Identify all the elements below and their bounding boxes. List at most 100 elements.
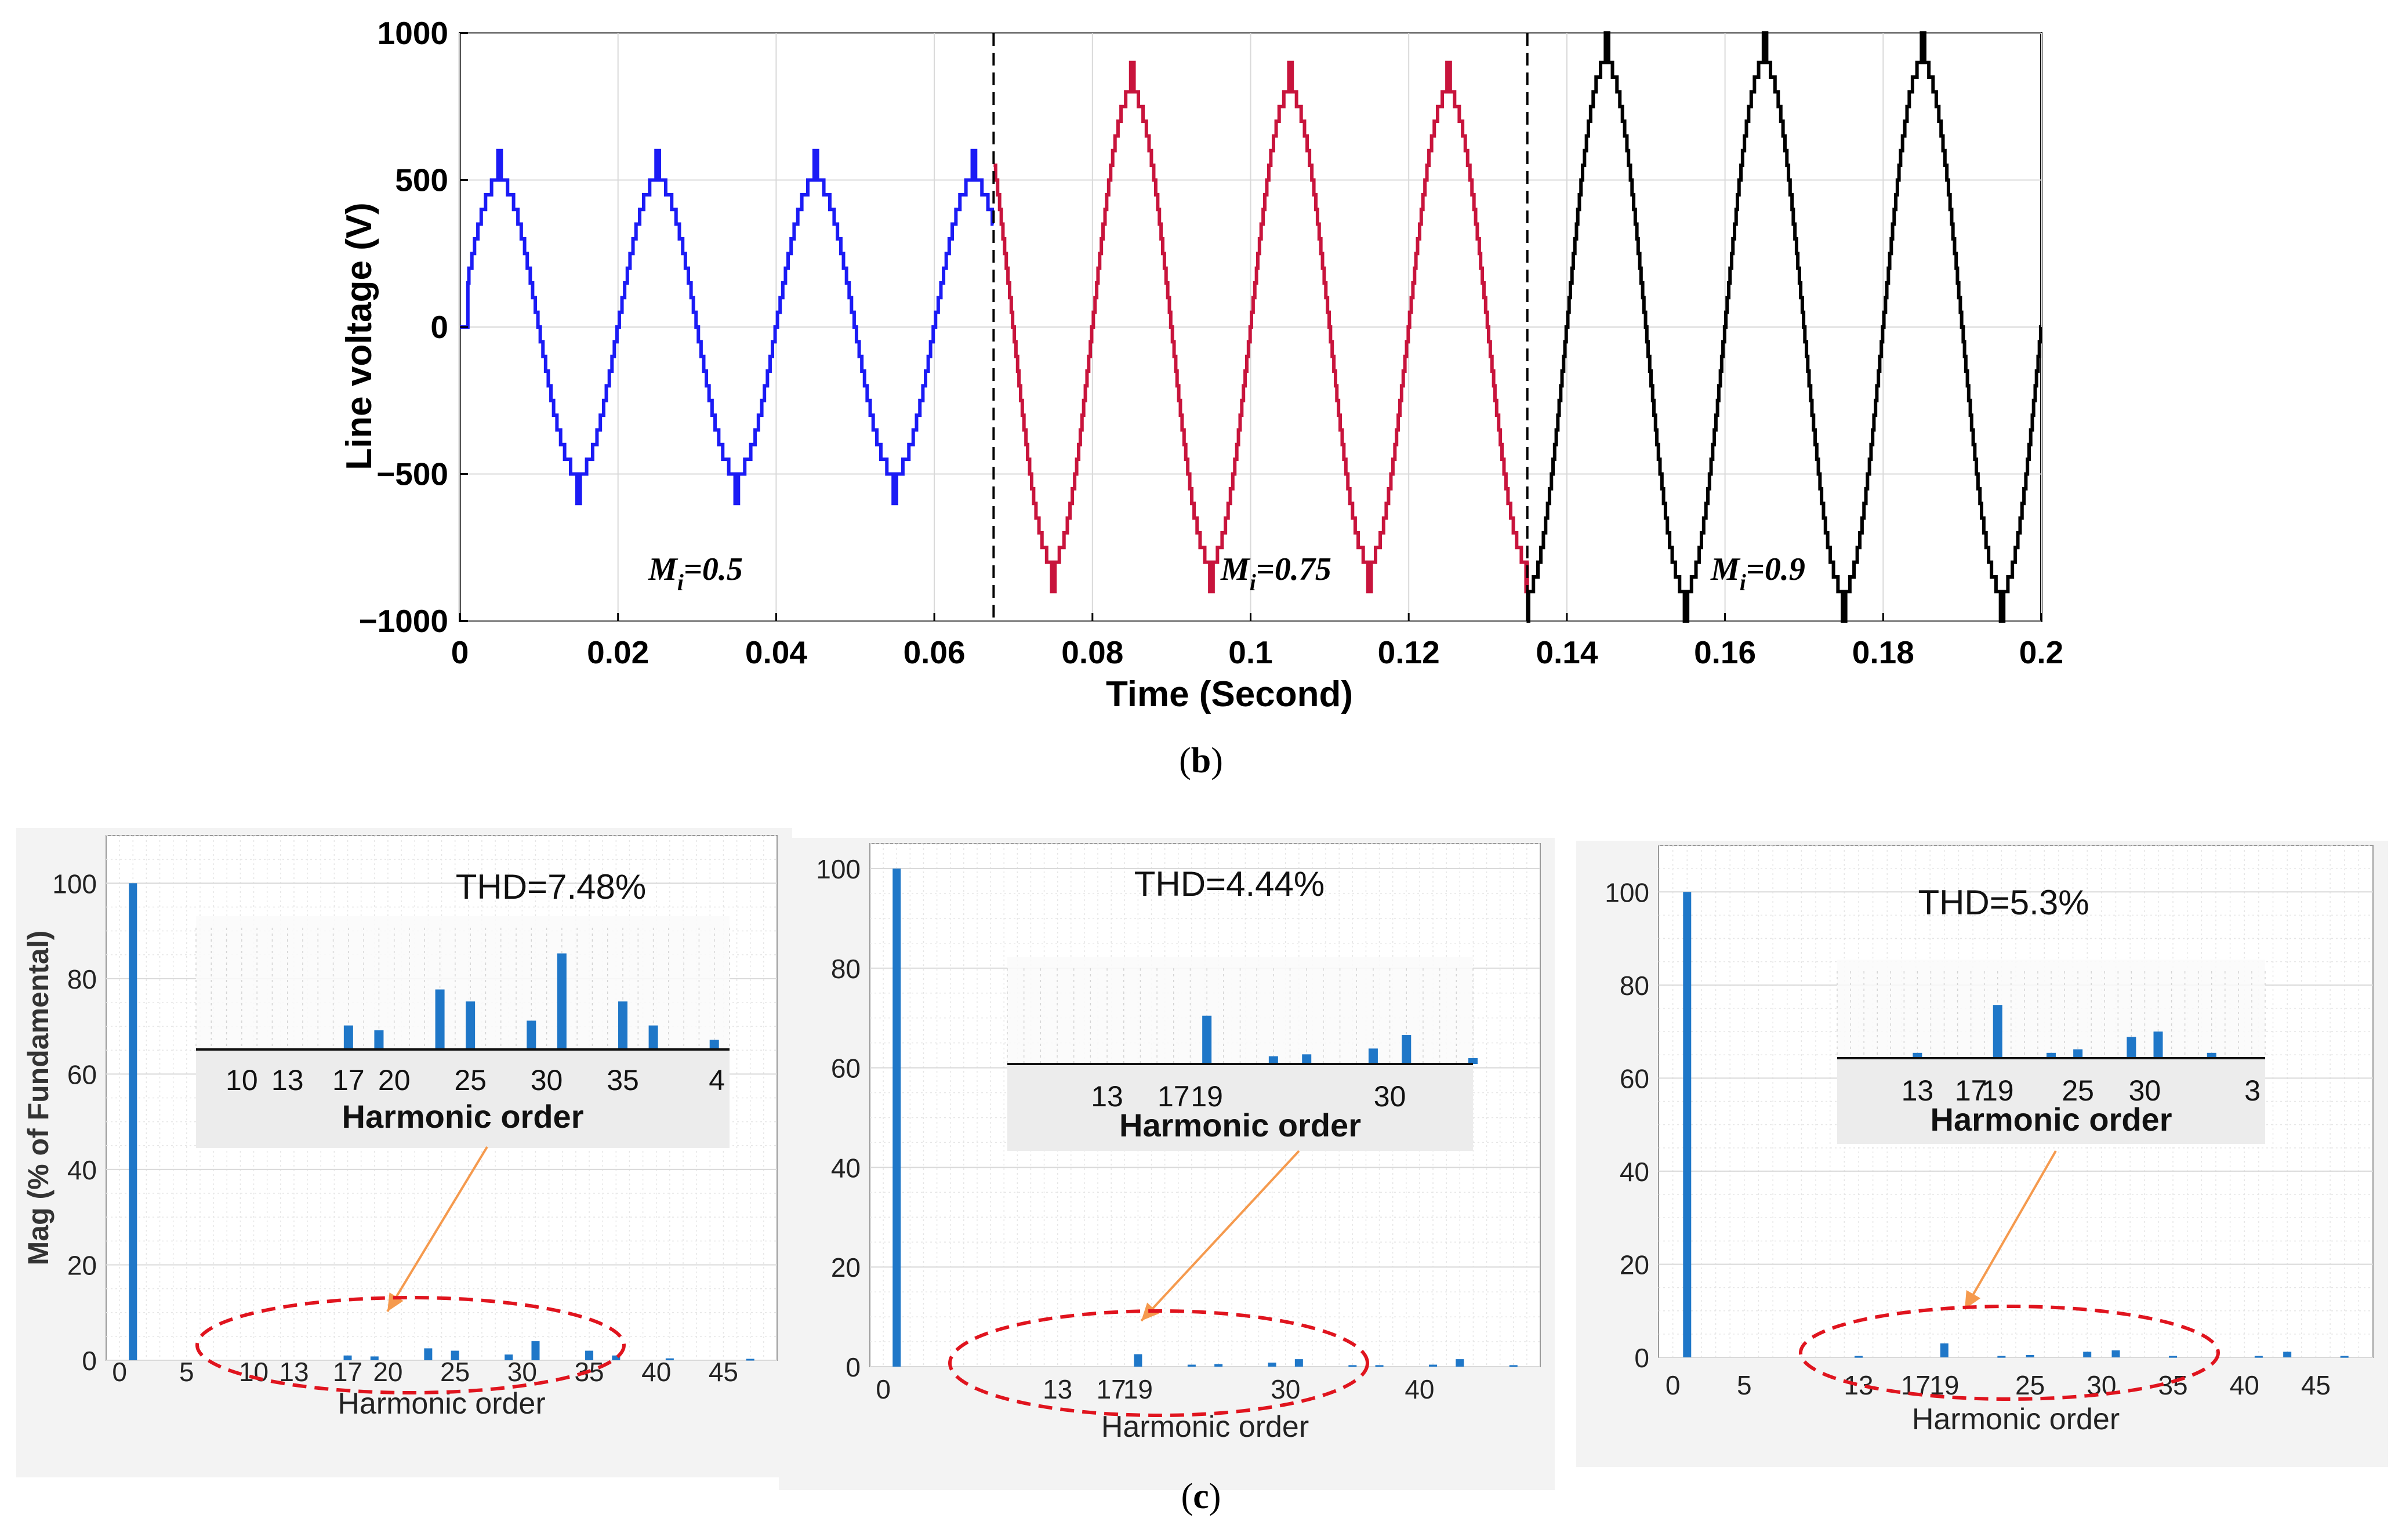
inset-harmonic-bar	[2127, 1037, 2136, 1058]
highlight-ellipse	[948, 1309, 1369, 1417]
inset-tick-label: 13	[1091, 1080, 1123, 1113]
inset-tick-label: 17	[1955, 1074, 1987, 1107]
inset-harmonic-bar	[1402, 1035, 1412, 1064]
x-tick-label: 30	[507, 1357, 537, 1387]
inset-harmonic-bar	[435, 989, 445, 1049]
harmonic-bar	[424, 1348, 433, 1360]
harmonic-bar	[343, 1355, 352, 1360]
arrow-shaft	[1964, 1150, 2057, 1310]
thd-label: THD=5.3%	[1918, 883, 2089, 922]
inset-plot-area	[1837, 960, 2265, 1058]
arrow-head	[387, 1292, 404, 1312]
harmonic-bar	[451, 1350, 459, 1360]
x-tick-label: 0.14	[1536, 634, 1598, 670]
x-tick-label: 25	[440, 1357, 470, 1387]
inset-tick-label: 30	[2129, 1074, 2161, 1107]
harmonic-bar	[129, 883, 137, 1360]
y-axis-label: Line voltage (V)	[339, 202, 379, 470]
annotation-value: =0.9	[1746, 551, 1805, 587]
x-tick-label: 0	[451, 634, 469, 670]
x-tick-label: 0	[876, 1374, 891, 1404]
y-tick-label: 500	[395, 162, 448, 198]
y-tick-label: −1000	[359, 603, 448, 639]
line-voltage-plot: 0 0.02 0.04 0.06 0.08 0.1 0.12 0.14 0.16 0.18 0.2 −…	[339, 15, 2063, 714]
y-tick-label: 60	[831, 1054, 861, 1084]
x-tick-label: 40	[641, 1357, 671, 1387]
x-tick-label: 0	[112, 1357, 127, 1387]
voltage-traces	[460, 31, 2042, 623]
inset-harmonic-bar	[343, 1025, 353, 1049]
inset-tick-label: 19	[1191, 1080, 1223, 1113]
inset-harmonic-bar	[527, 1020, 536, 1049]
harmonic-bar	[1348, 1365, 1357, 1367]
zoom-arrow	[386, 1146, 488, 1313]
inset-tick-label: 35	[607, 1064, 639, 1096]
harmonic-bar	[1997, 1356, 2006, 1358]
inset-tick-label: 25	[2062, 1074, 2094, 1107]
inset-harmonic-bar	[709, 1040, 719, 1049]
inset-x-axis-label: Harmonic order	[1119, 1107, 1361, 1143]
modulation-index-label: Mi=0.75	[1220, 551, 1331, 595]
y-tick-label: 80	[831, 954, 861, 984]
zoom-arrow	[1964, 1150, 2057, 1310]
arrow-shaft	[386, 1146, 488, 1313]
y-axis-label: Mag (% of Fundamental)	[22, 931, 55, 1266]
y-tick-label: 80	[67, 964, 97, 994]
y-tick-label: 0	[430, 309, 448, 345]
y-tick-label: 0	[1634, 1343, 1649, 1373]
inset-tick-label: 20	[378, 1064, 411, 1096]
y-tick-label: 20	[1620, 1250, 1649, 1280]
y-tick-label: 40	[67, 1155, 97, 1185]
arrow-head	[1965, 1290, 1981, 1309]
harmonic-bar	[1854, 1356, 1863, 1358]
modulation-index-label: Mi=0.5	[648, 551, 743, 595]
spectrum-panel-1: 0 20 40 60 80 100 0 5 10 13 17 20 25 30 35 40 45 Harmonic…	[16, 828, 792, 1477]
annotation-subscript: i	[1250, 569, 1256, 595]
x-tick-label: 40	[2230, 1370, 2259, 1400]
inset-harmonic-bar	[1202, 1015, 1212, 1064]
y-tick-label: 100	[52, 869, 97, 899]
x-tick-label: 13	[1844, 1370, 1873, 1400]
inset-harmonic-bar	[1368, 1048, 1378, 1064]
y-tick-label: 0	[82, 1346, 97, 1376]
modulation-annotations: Mi=0.5 Mi=0.75 Mi=0.9	[648, 551, 1805, 595]
annotation-value: =0.75	[1256, 551, 1331, 587]
y-tick-label: 0	[846, 1352, 861, 1382]
inset-x-axis-label: Harmonic order	[1931, 1101, 2172, 1138]
x-tick-label: 0.02	[587, 634, 649, 670]
inset-background	[196, 1049, 730, 1148]
y-tick-label: 40	[831, 1153, 861, 1183]
x-tick-label: 0.08	[1061, 634, 1123, 670]
inset-harmonic-bar	[557, 953, 567, 1049]
harmonic-bar	[2283, 1352, 2292, 1357]
harmonic-bar	[2111, 1350, 2120, 1357]
harmonic-bar	[505, 1354, 513, 1360]
inset-x-axis-label: Harmonic order	[342, 1098, 584, 1135]
inset-harmonic-bar	[1268, 1056, 1278, 1064]
harmonic-bar	[1268, 1363, 1276, 1367]
annotation-value: =0.5	[684, 551, 743, 587]
harmonic-bar	[1456, 1359, 1464, 1367]
x-tick-label: 17	[1097, 1374, 1126, 1404]
harmonic-bar	[892, 868, 901, 1367]
harmonic-bar	[2340, 1356, 2349, 1358]
inset-tick-label: 25	[454, 1064, 487, 1096]
zoom-inset: 13 17 19 30 Harmonic order	[1007, 957, 1478, 1151]
x-axis-label: Harmonic order	[338, 1387, 545, 1421]
x-tick-label: 10	[239, 1357, 268, 1387]
harmonic-bar	[1429, 1364, 1438, 1367]
y-tick-label: 100	[1605, 877, 1649, 907]
inset-tick-label: 17	[1158, 1080, 1190, 1113]
inset-harmonic-bar	[1302, 1054, 1312, 1064]
harmonic-bar	[2169, 1356, 2178, 1358]
inset-harmonic-bar	[2153, 1031, 2163, 1058]
figure-b-label: (b)	[1179, 741, 1223, 780]
y-tick-label: 40	[1620, 1157, 1649, 1187]
y-tick-label: 60	[67, 1059, 97, 1089]
harmonic-bars	[892, 868, 1518, 1367]
annotation-subscript: i	[677, 569, 684, 595]
harmonic-bar	[1134, 1354, 1142, 1367]
x-tick-label: 0.04	[745, 634, 807, 670]
inset-harmonic-bar	[618, 1001, 627, 1049]
